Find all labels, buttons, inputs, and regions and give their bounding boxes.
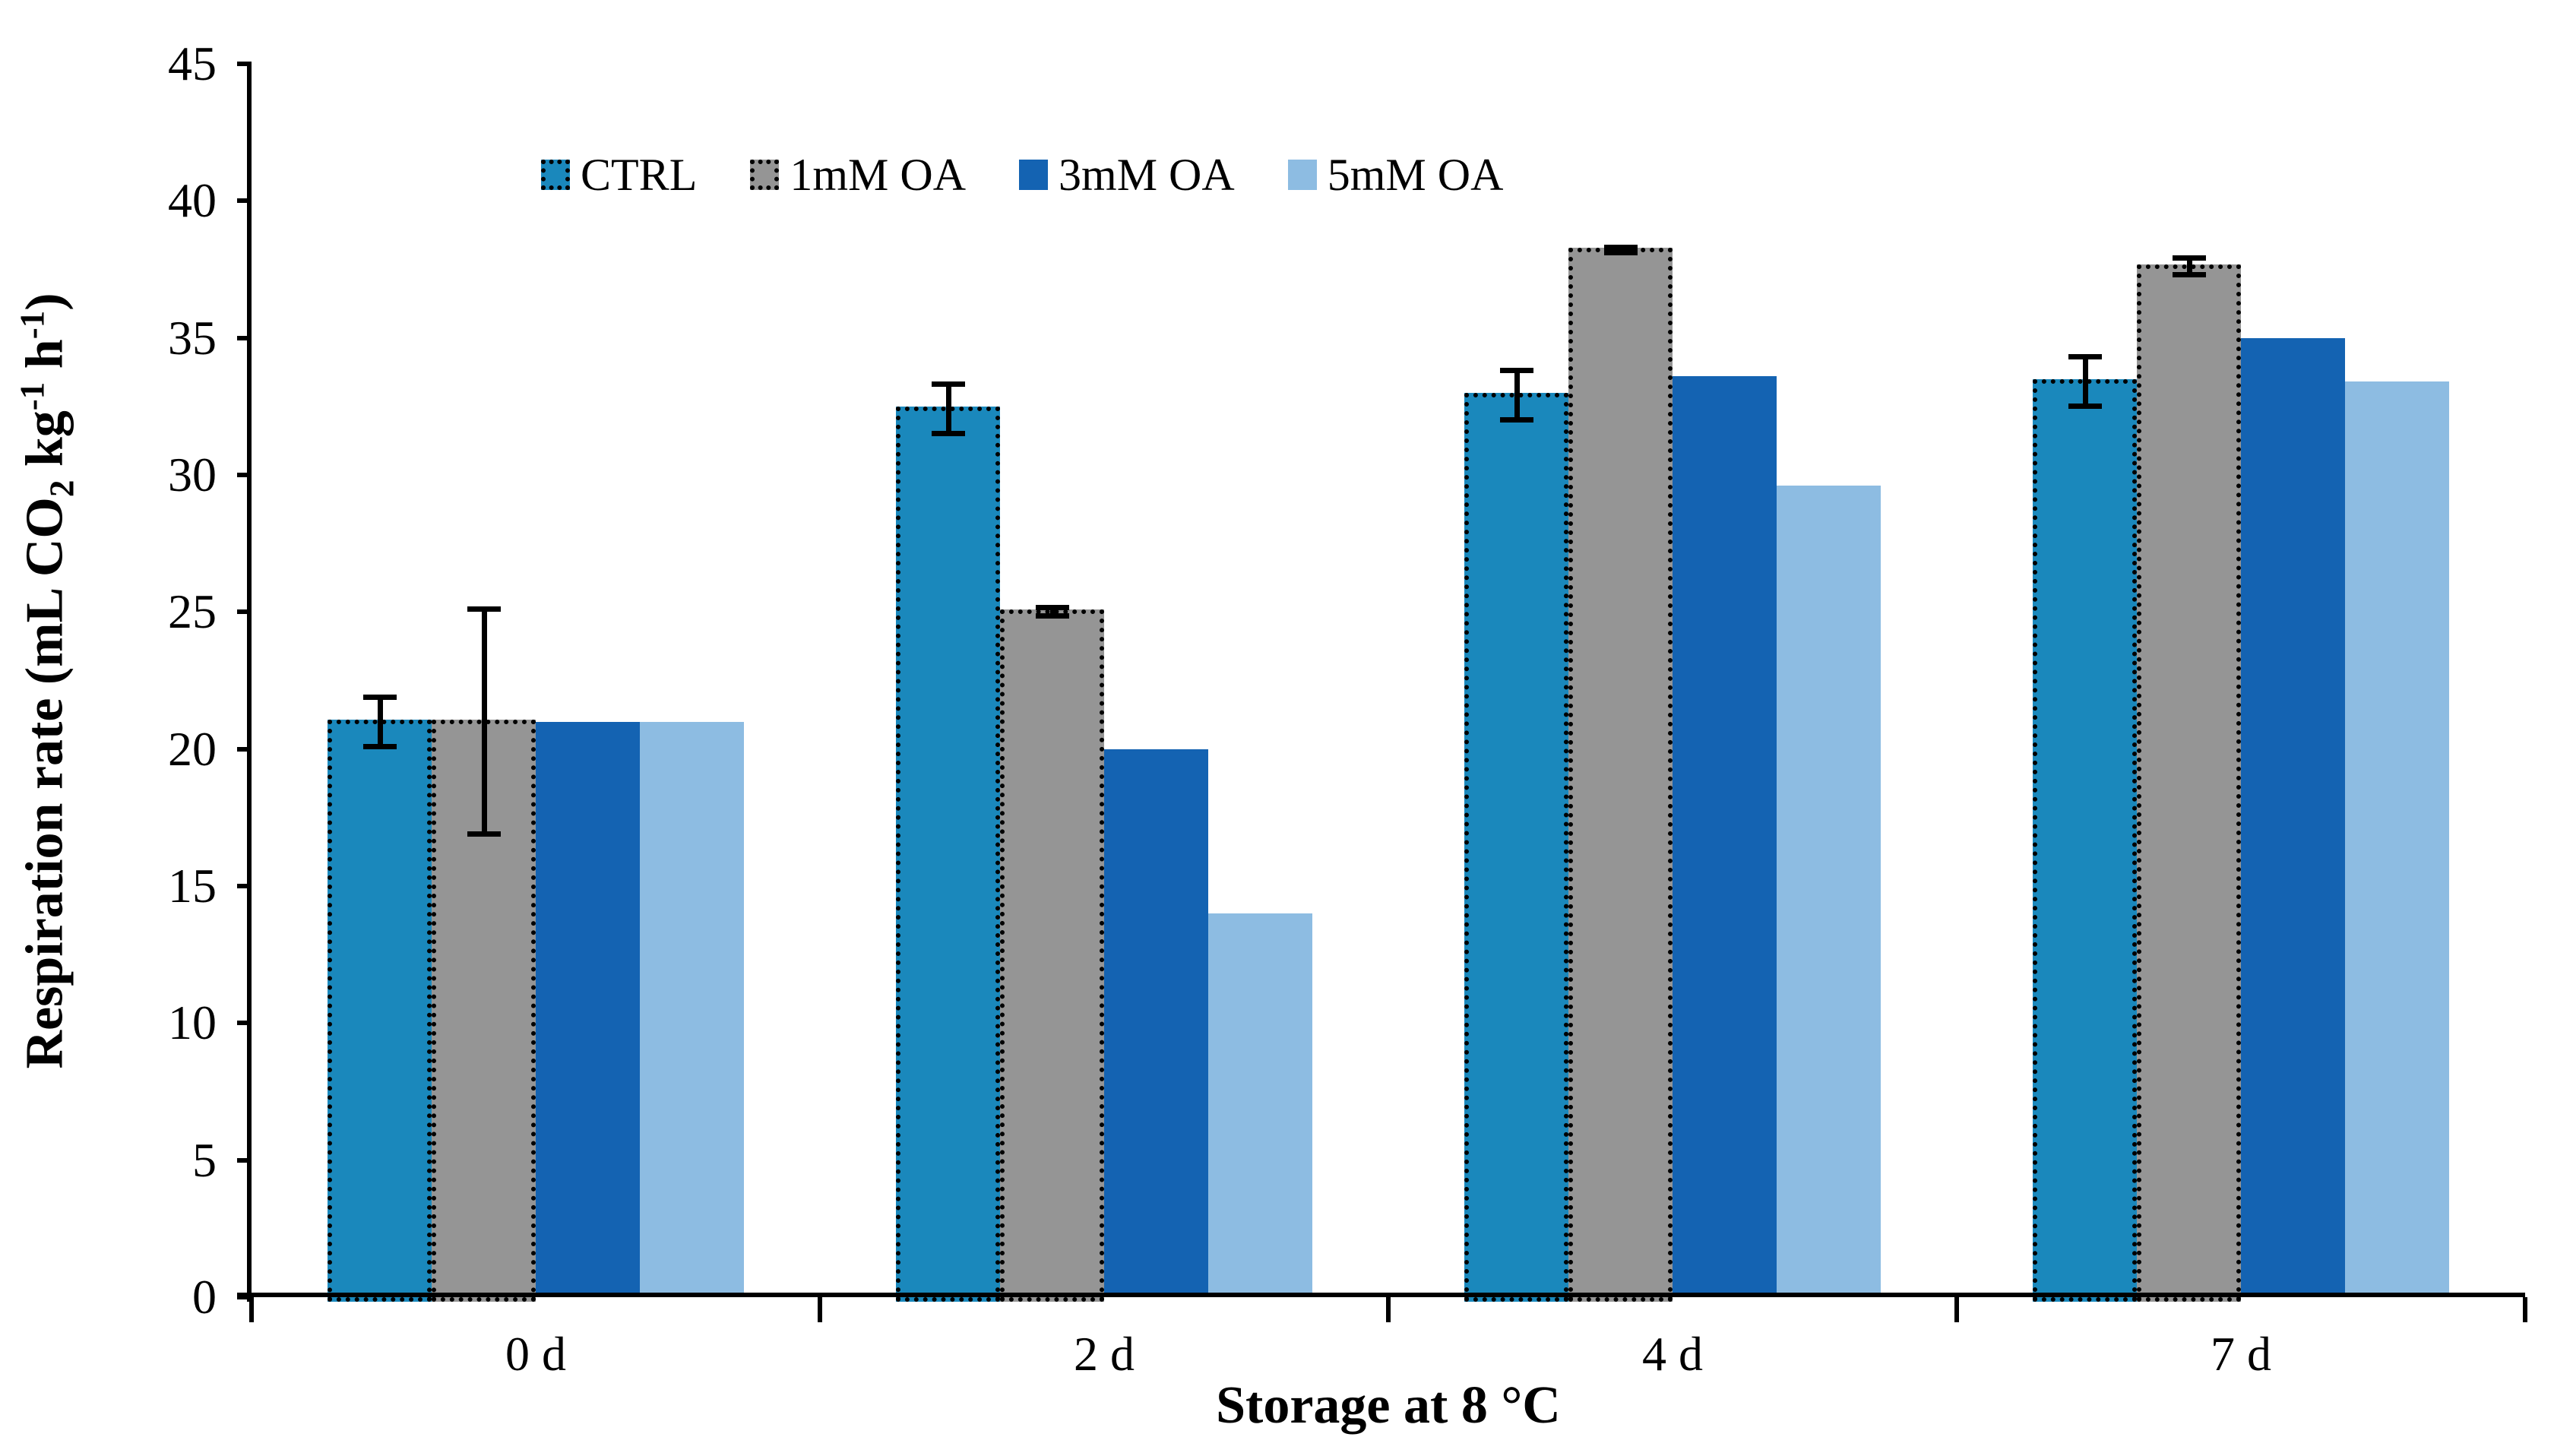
x-tick — [1386, 1297, 1391, 1322]
legend: CTRL 1mM OA 3mM OA 5mM OA — [541, 152, 1503, 198]
bar-3mm-oa-4-d — [1673, 376, 1777, 1297]
y-tick — [237, 1157, 252, 1163]
x-tick — [1954, 1297, 1959, 1322]
x-tick — [818, 1297, 822, 1322]
error-bar-ctrl-0-d — [362, 694, 397, 749]
y-tick-label: 5 — [192, 1132, 217, 1187]
bar-3mm-oa-0-d — [536, 721, 640, 1297]
error-bar-cap — [362, 694, 397, 700]
bar-1mm-oa-7-d — [2137, 264, 2241, 1302]
y-tick — [237, 1295, 252, 1299]
legend-item-5mm-oa: 5mM OA — [1287, 150, 1504, 200]
error-bar-cap — [467, 831, 501, 837]
y-tick — [237, 746, 252, 752]
y-tick-label: 10 — [168, 995, 217, 1050]
y-tick-label: 20 — [168, 721, 217, 776]
x-category-label-0-d: 0 d — [505, 1327, 566, 1381]
y-tick-label: 25 — [168, 584, 217, 639]
error-bar-cap — [2172, 272, 2206, 278]
y-tick — [237, 473, 252, 477]
error-bar-line — [2186, 255, 2192, 278]
legend-swatch-1mm-oa — [750, 160, 780, 190]
error-bar-cap — [1499, 368, 1533, 374]
bar-ctrl-2-d — [896, 407, 1000, 1302]
error-bar-cap — [2068, 354, 2102, 360]
bar-5mm-oa-2-d — [1208, 913, 1312, 1297]
y-tick — [237, 609, 252, 615]
error-bar-1mm-oa-0-d — [467, 606, 501, 837]
error-bar-line — [1049, 605, 1055, 619]
legend-item-ctrl: CTRL — [541, 152, 697, 198]
error-bar-line — [945, 381, 951, 437]
error-bar-cap — [1499, 417, 1533, 423]
y-tick-label: 40 — [168, 173, 217, 228]
legend-label-5mm-oa: 5mM OA — [1327, 150, 1504, 200]
x-axis-title: Storage at 8 °C — [1216, 1376, 1561, 1435]
y-tick — [237, 1021, 252, 1026]
bar-3mm-oa-2-d — [1104, 749, 1208, 1297]
y-axis-line — [247, 64, 252, 1302]
legend-label-ctrl: CTRL — [581, 150, 698, 200]
error-bar-1mm-oa-4-d — [1603, 245, 1638, 256]
error-bar-cap — [1603, 245, 1638, 251]
x-category-label-4-d: 4 d — [1642, 1327, 1703, 1381]
legend-item-3mm-oa: 3mM OA — [1019, 152, 1235, 198]
error-bar-cap — [1035, 605, 1069, 611]
error-bar-ctrl-2-d — [931, 381, 965, 437]
x-tick — [2523, 1297, 2527, 1322]
y-tick-label: 30 — [168, 448, 217, 502]
error-bar-cap — [1603, 250, 1638, 256]
bar-3mm-oa-7-d — [2241, 337, 2345, 1297]
error-bar-cap — [2068, 404, 2102, 410]
error-bar-line — [1514, 368, 1520, 423]
x-axis-line — [237, 1293, 2525, 1297]
bar-5mm-oa-0-d — [640, 721, 744, 1297]
error-bar-1mm-oa-7-d — [2172, 255, 2206, 278]
y-tick — [237, 198, 252, 204]
y-tick-label: 35 — [168, 310, 217, 365]
error-bar-ctrl-7-d — [2068, 354, 2102, 410]
x-tick — [249, 1297, 254, 1322]
y-tick-label: 45 — [168, 36, 217, 90]
error-bar-cap — [2172, 255, 2206, 261]
error-bar-ctrl-4-d — [1499, 368, 1533, 423]
legend-swatch-5mm-oa — [1287, 160, 1317, 190]
x-category-label-7-d: 7 d — [2211, 1327, 2271, 1381]
error-bar-line — [377, 694, 383, 749]
error-bar-line — [481, 606, 487, 837]
error-bar-line — [1618, 245, 1624, 256]
legend-label-1mm-oa: 1mM OA — [790, 150, 967, 200]
legend-label-3mm-oa: 3mM OA — [1059, 150, 1235, 200]
legend-item-1mm-oa: 1mM OA — [750, 152, 966, 198]
bar-5mm-oa-7-d — [2345, 381, 2449, 1297]
error-bar-cap — [362, 743, 397, 749]
bar-ctrl-4-d — [1464, 393, 1568, 1302]
bar-1mm-oa-2-d — [1000, 609, 1104, 1302]
x-category-label-2-d: 2 d — [1074, 1327, 1135, 1381]
y-tick-label: 15 — [168, 859, 217, 913]
y-tick — [237, 62, 252, 66]
error-bar-1mm-oa-2-d — [1035, 605, 1069, 619]
bar-ctrl-7-d — [2033, 379, 2137, 1302]
y-tick — [237, 884, 252, 888]
legend-swatch-3mm-oa — [1019, 160, 1049, 190]
error-bar-cap — [467, 606, 501, 612]
error-bar-cap — [931, 431, 965, 437]
y-tick — [237, 335, 252, 340]
bar-5mm-oa-4-d — [1777, 486, 1881, 1297]
y-tick-label: 0 — [192, 1270, 217, 1324]
bar-1mm-oa-4-d — [1568, 248, 1673, 1302]
bar-ctrl-0-d — [328, 719, 432, 1302]
error-bar-line — [2082, 354, 2088, 410]
error-bar-cap — [931, 381, 965, 388]
legend-swatch-ctrl — [541, 160, 570, 190]
error-bar-cap — [1035, 613, 1069, 619]
